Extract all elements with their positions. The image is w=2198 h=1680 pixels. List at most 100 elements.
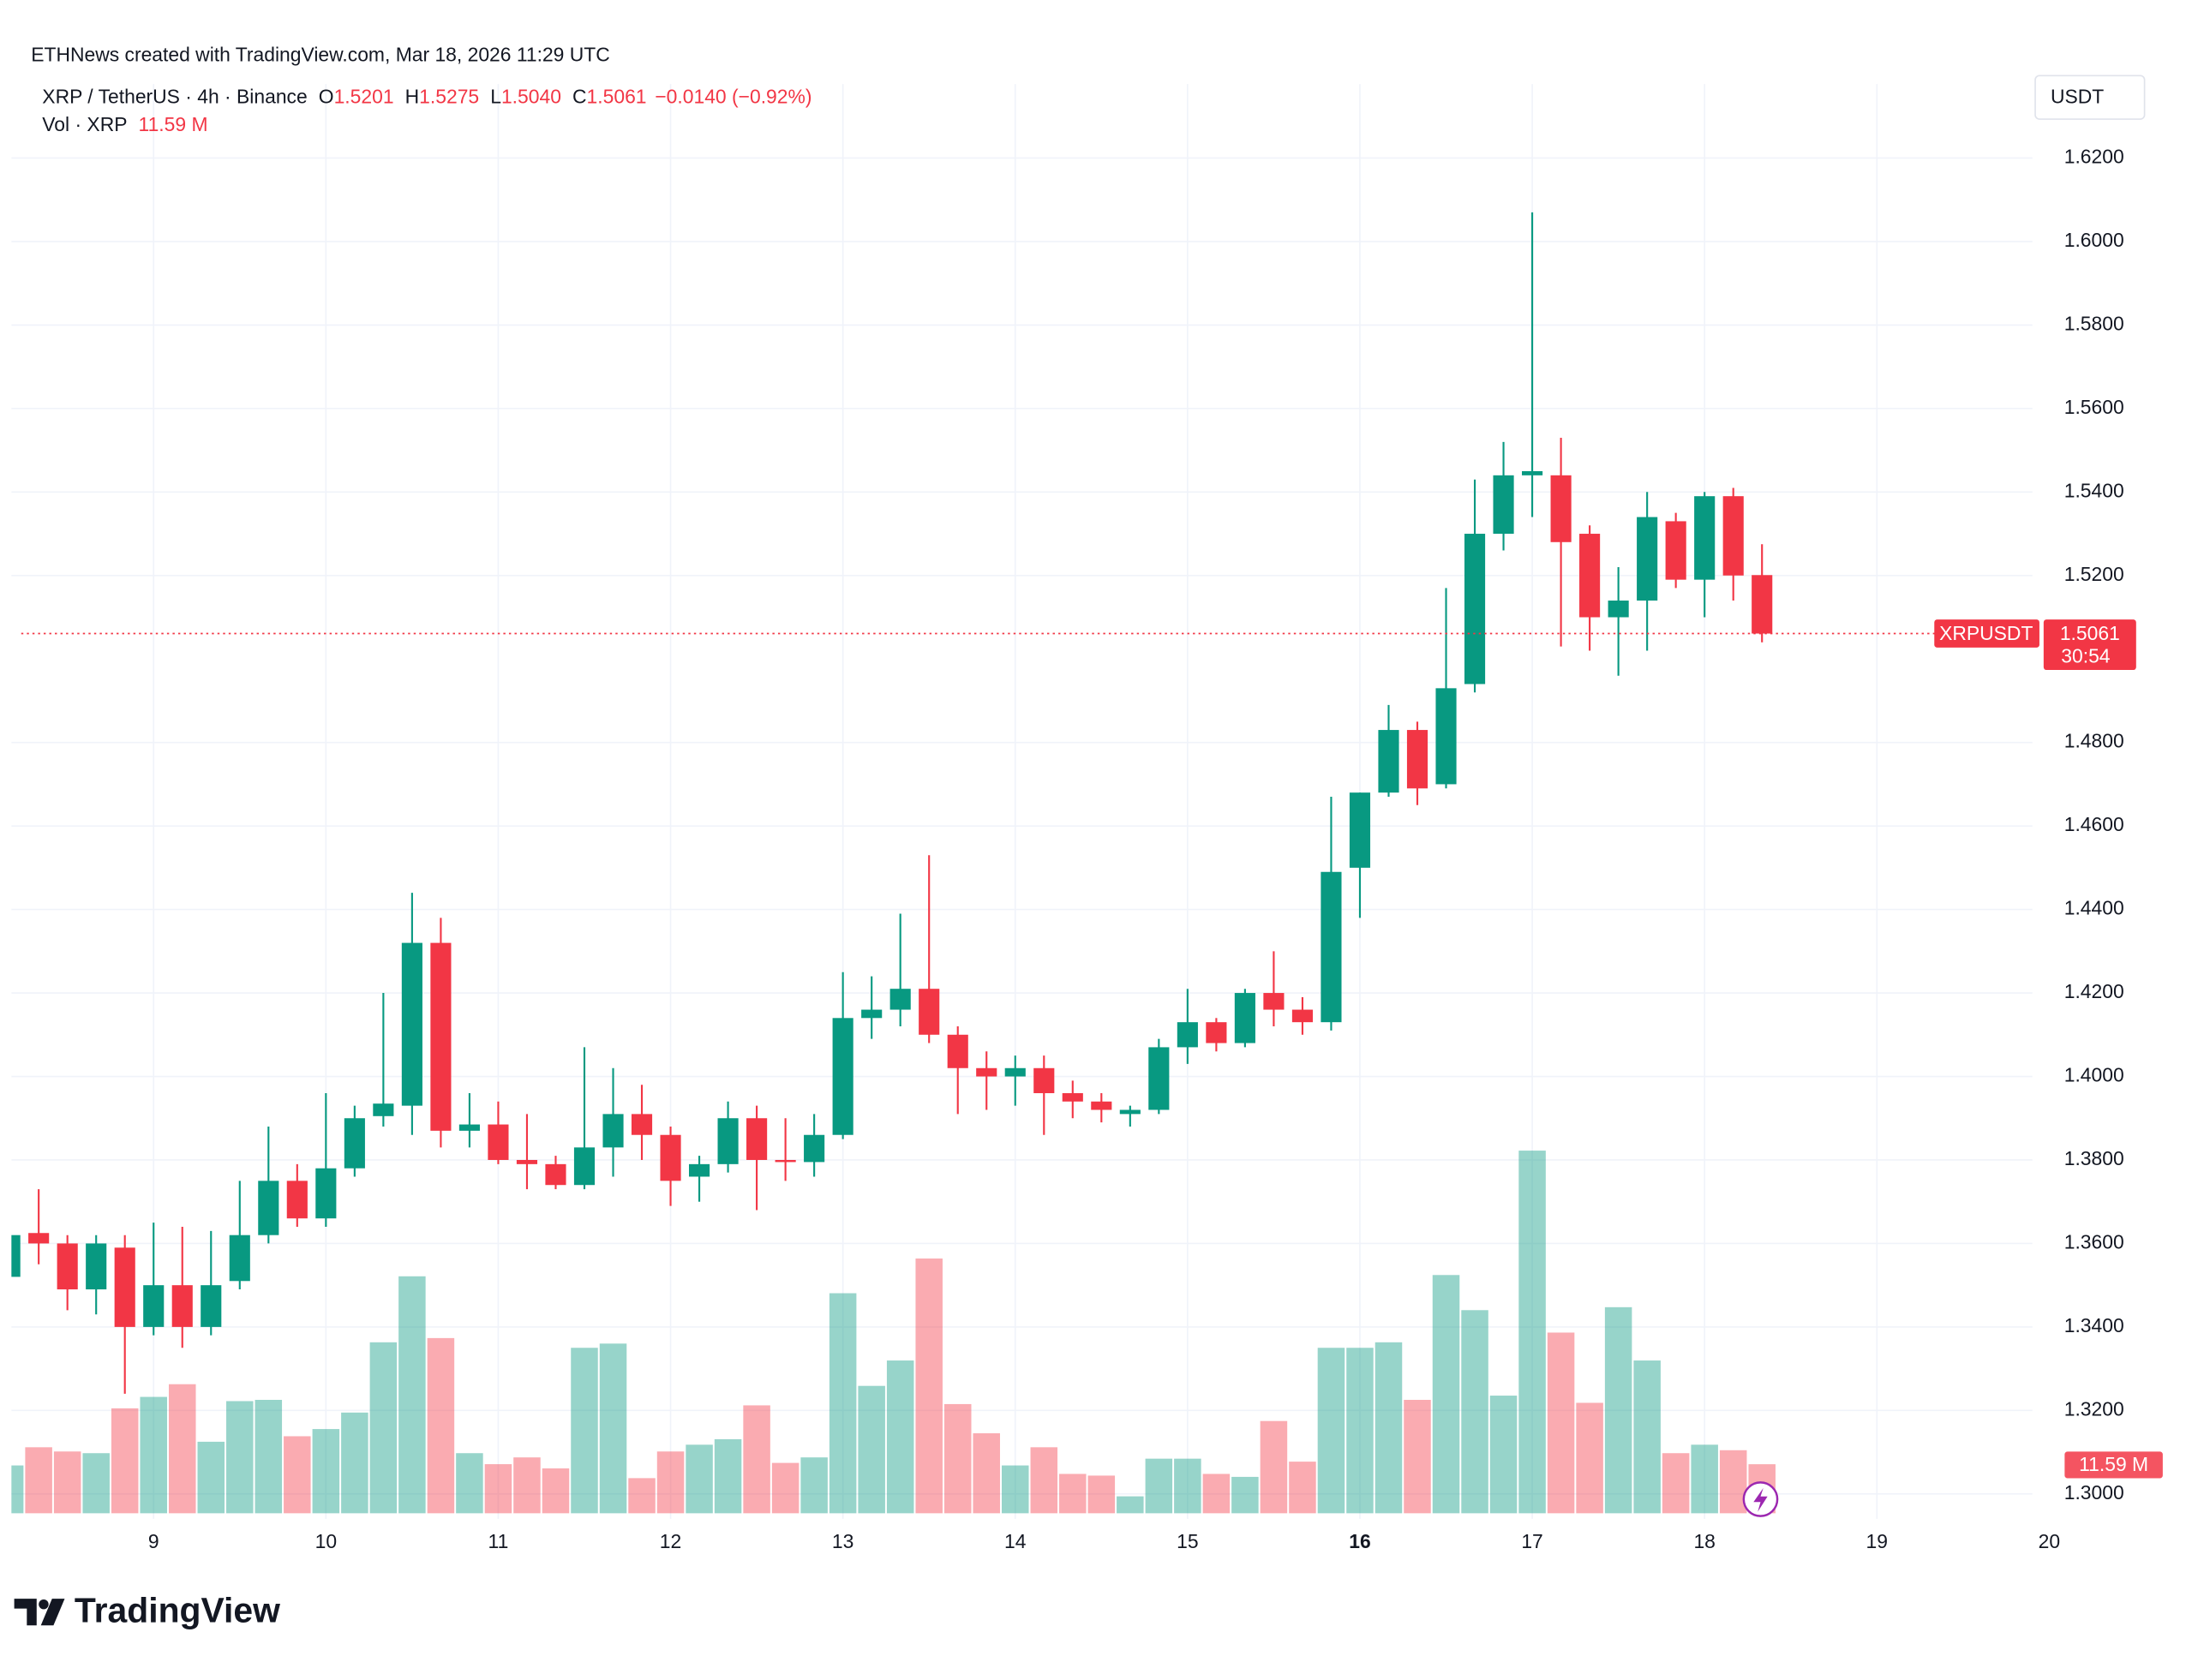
y-tick-label: 1.4000 <box>2064 1064 2124 1086</box>
volume-pane <box>11 1151 1776 1514</box>
candle-body <box>458 1124 480 1131</box>
volume-bar <box>1404 1399 1431 1514</box>
candle-body <box>1464 534 1486 685</box>
candle-body <box>1378 730 1399 793</box>
candle-body <box>57 1243 78 1290</box>
candle-body <box>1321 871 1342 1023</box>
volume-bar <box>542 1468 570 1514</box>
currency-box[interactable] <box>2034 75 2146 120</box>
volume-bar <box>1576 1402 1603 1514</box>
volume-value: 11.59 M <box>139 113 208 135</box>
candle-body <box>28 1233 50 1244</box>
candle-body <box>1119 1109 1141 1115</box>
candle-body <box>171 1285 193 1327</box>
y-tick-label: 1.5800 <box>2064 312 2124 334</box>
volume-bar <box>1432 1275 1460 1514</box>
y-tick-label: 1.5200 <box>2064 563 2124 585</box>
candle-body <box>1493 475 1514 535</box>
candle-body <box>717 1118 739 1164</box>
y-tick-label: 1.6200 <box>2064 146 2124 168</box>
candle-body <box>430 942 452 1131</box>
candle-body <box>1550 475 1572 542</box>
candle-body <box>1148 1047 1170 1110</box>
candle-body <box>1004 1067 1026 1077</box>
volume-bar <box>1030 1447 1058 1514</box>
logo-text: TradingView <box>75 1590 280 1629</box>
volume-bar <box>1633 1360 1661 1514</box>
price-tag <box>2043 619 2136 671</box>
x-tick-label: 17 <box>1521 1530 1542 1552</box>
candle-body <box>1522 470 1543 475</box>
symbol: XRP / TetherUS · 4h · Binance <box>42 86 307 108</box>
x-tick-label: 16 <box>1349 1530 1370 1552</box>
volume-bar <box>168 1384 196 1514</box>
volume-bar <box>513 1457 541 1514</box>
candle-body <box>631 1114 653 1135</box>
change: −0.0140 (−0.92%) <box>655 86 812 108</box>
volume-bar <box>1374 1342 1403 1514</box>
volume-bar <box>1518 1151 1546 1514</box>
candle-body <box>344 1118 365 1169</box>
volume-bar <box>1002 1465 1029 1514</box>
volume-bar <box>1346 1348 1374 1514</box>
x-tick-label: 14 <box>1004 1530 1027 1552</box>
volume-bar <box>456 1453 483 1514</box>
ohlc-key: C <box>572 86 587 108</box>
candle-body <box>1206 1022 1227 1043</box>
volume-bar <box>111 1408 139 1514</box>
volume-bar <box>398 1276 426 1514</box>
logo-mark <box>40 1599 65 1626</box>
volume-bar <box>800 1457 828 1514</box>
volume-bar <box>140 1396 167 1514</box>
volume-bar <box>1604 1306 1632 1514</box>
volume-bar <box>1691 1444 1718 1514</box>
candle-body <box>689 1163 710 1177</box>
ohlc-value: 1.5061 <box>587 86 647 108</box>
volume-tag <box>2064 1451 2163 1479</box>
logo-dot <box>39 1599 49 1610</box>
volume-bar <box>686 1444 713 1514</box>
volume-bar <box>571 1348 598 1514</box>
y-tick-label: 1.3800 <box>2064 1147 2124 1169</box>
candle-body <box>660 1134 681 1181</box>
candle-body <box>1033 1067 1055 1094</box>
volume-bar <box>1202 1474 1231 1514</box>
volume-bar <box>1145 1458 1173 1514</box>
volume-tag-label: 11.59 M <box>2079 1453 2148 1475</box>
ohlc-key: O <box>319 86 334 108</box>
y-tick-label: 1.4400 <box>2064 897 2124 919</box>
candle-body <box>545 1163 566 1186</box>
volume-bar <box>829 1293 857 1514</box>
volume-bar <box>1317 1348 1345 1514</box>
volume-bar <box>743 1405 770 1514</box>
volume-bar <box>943 1403 972 1514</box>
ohlc-key: L <box>490 86 501 108</box>
candle-body <box>1694 496 1716 580</box>
candle-body <box>258 1181 279 1235</box>
x-tick-label: 20 <box>2039 1530 2060 1552</box>
logo-mark <box>14 1599 37 1626</box>
candle-body <box>919 989 940 1035</box>
volume-bar <box>599 1343 627 1514</box>
candle-body <box>315 1168 337 1219</box>
candle-body <box>1091 1101 1112 1110</box>
volume-bar <box>656 1451 685 1514</box>
volume-bar <box>714 1438 742 1514</box>
volume-bar <box>1260 1420 1288 1514</box>
volume-bar <box>771 1462 800 1514</box>
symbol-tag-label: XRPUSDT <box>1939 622 2033 644</box>
candle-body <box>1752 575 1773 634</box>
volume-bar <box>628 1478 656 1514</box>
volume-bar <box>53 1451 81 1514</box>
ohlc-value: 1.5040 <box>501 86 561 108</box>
candle-body <box>373 1103 394 1116</box>
candle-body <box>746 1118 768 1160</box>
volume-bar <box>1059 1474 1087 1514</box>
volume-bar <box>312 1429 340 1514</box>
candle-body <box>143 1285 165 1327</box>
currency[interactable]: USDT <box>2051 86 2104 108</box>
volume-bar <box>226 1401 254 1514</box>
candle-body <box>976 1067 997 1077</box>
